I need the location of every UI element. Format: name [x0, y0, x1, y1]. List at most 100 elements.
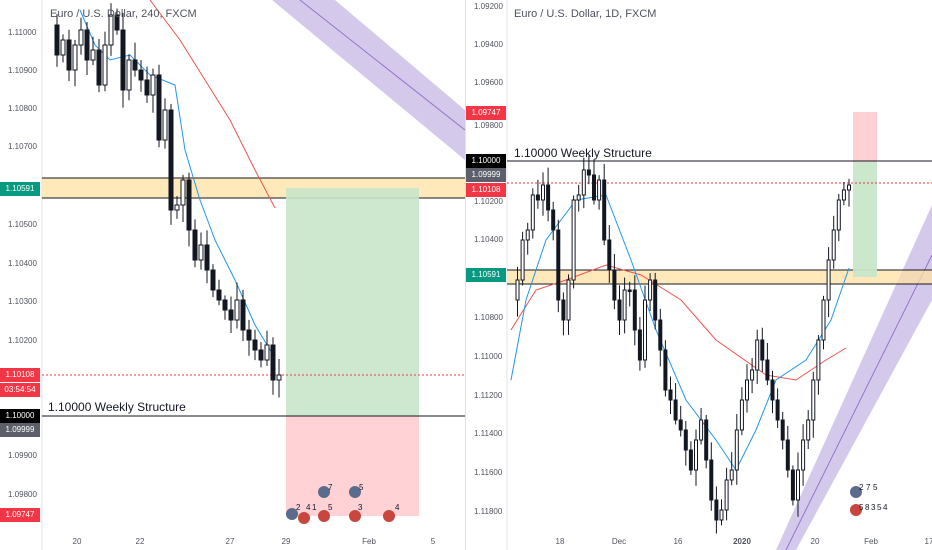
- candle-body: [699, 419, 704, 441]
- candle-body: [632, 289, 637, 331]
- price-tick: 1.09400: [474, 40, 503, 49]
- price-tick: 1.10200: [8, 336, 37, 345]
- candle-body: [132, 59, 138, 71]
- economic-event-icon[interactable]: [349, 486, 361, 498]
- candle-body: [114, 14, 120, 31]
- candle-body: [581, 169, 586, 196]
- candle-body: [597, 179, 602, 201]
- price-tag-stop: 1.09747: [466, 106, 506, 120]
- candle-body: [144, 79, 150, 96]
- time-tick: 29: [281, 537, 291, 546]
- candle-body: [760, 339, 765, 361]
- price-tick: 1.10400: [8, 259, 37, 268]
- candle-body: [816, 339, 821, 381]
- candle-body: [770, 379, 775, 401]
- price-tag-zone: 1.10591: [466, 268, 506, 282]
- candle-body: [678, 419, 683, 431]
- economic-event-icon[interactable]: [286, 508, 298, 520]
- price-tick: 1.11800: [474, 507, 503, 516]
- candle-body: [576, 194, 581, 201]
- candle-body: [724, 479, 729, 511]
- candle-body: [138, 69, 144, 81]
- candle-body: [276, 374, 282, 381]
- candle-body: [592, 174, 596, 201]
- bar-countdown-tag: 03:54:54: [0, 383, 40, 397]
- event-count: 5: [873, 483, 878, 492]
- price-tick: 1.10900: [8, 66, 37, 75]
- target-zone: [853, 162, 877, 277]
- candle-body: [775, 399, 780, 421]
- chart-canvas-4h[interactable]: [0, 0, 465, 550]
- time-tick: Feb: [864, 537, 878, 546]
- event-count: 5: [877, 503, 882, 512]
- candle-body: [821, 299, 826, 341]
- candle-body: [210, 269, 216, 291]
- candle-body: [617, 299, 622, 321]
- economic-event-icon[interactable]: [318, 486, 330, 498]
- candle-body: [541, 184, 545, 201]
- candle-body: [96, 49, 102, 86]
- price-tick: 1.09800: [8, 490, 37, 499]
- candle-body: [673, 399, 678, 421]
- event-count: 5: [859, 503, 864, 512]
- candle-body: [765, 359, 770, 381]
- us-flag-icon[interactable]: [850, 504, 862, 516]
- candle-body: [586, 169, 591, 176]
- economic-event-icon[interactable]: [850, 486, 862, 498]
- time-tick: Dec: [611, 537, 627, 546]
- price-tick: 1.09200: [474, 2, 503, 11]
- candle-body: [204, 244, 210, 271]
- chart-panel-daily[interactable]: Euro / U.S. Dollar, 1D, FXCM 1.09200 1.0…: [466, 0, 932, 550]
- candle-body: [561, 299, 566, 321]
- candle-body: [515, 279, 520, 301]
- stop-zone: [286, 416, 419, 516]
- candle-body: [826, 259, 831, 301]
- candle-body: [186, 179, 192, 231]
- us-flag-icon[interactable]: [318, 510, 330, 522]
- candle-body: [264, 344, 270, 361]
- us-flag-icon[interactable]: [349, 510, 361, 522]
- candle-body: [66, 39, 72, 71]
- candle-body: [750, 369, 755, 381]
- candle-body: [258, 349, 264, 361]
- candle-body: [150, 74, 156, 96]
- candle-body: [156, 74, 162, 141]
- candle-body: [84, 29, 90, 61]
- candle-body: [663, 349, 668, 391]
- candle-body: [811, 379, 816, 421]
- candle-body: [228, 309, 234, 321]
- candle-body: [60, 39, 66, 56]
- us-flag-icon[interactable]: [298, 512, 310, 524]
- candle-body: [704, 419, 709, 461]
- price-tick: 1.09900: [8, 451, 37, 460]
- time-tick: 5: [430, 537, 436, 546]
- candle-body: [739, 399, 744, 431]
- candle-body: [566, 279, 571, 321]
- event-count: 8: [865, 503, 870, 512]
- channel-midline: [299, 0, 465, 131]
- candle-body: [694, 439, 698, 471]
- us-flag-icon[interactable]: [383, 510, 395, 522]
- candle-body: [240, 299, 246, 331]
- candle-body: [683, 429, 688, 451]
- candle-body: [556, 229, 561, 301]
- candle-body: [270, 344, 276, 381]
- ema-fast-line: [510, 194, 850, 471]
- candle-body: [612, 269, 617, 301]
- time-tick: 22: [135, 537, 145, 546]
- chart-panel-4h[interactable]: Euro / U.S. Dollar, 240, FXCM 1.11000 1.…: [0, 0, 466, 550]
- candle-body: [648, 279, 653, 301]
- price-channel: [776, 205, 932, 550]
- candle-body: [780, 419, 785, 441]
- event-count: 7: [866, 483, 871, 492]
- price-tick: 1.10300: [8, 297, 37, 306]
- candle-body: [714, 499, 719, 521]
- price-tick: 1.11000: [8, 28, 37, 37]
- candle-body: [785, 439, 790, 471]
- candle-body: [688, 449, 693, 471]
- candle-body: [755, 339, 760, 371]
- time-tick: 2020: [733, 537, 751, 546]
- chart-canvas-daily[interactable]: [466, 0, 932, 550]
- price-tag-stop: 1.09747: [0, 508, 40, 522]
- candle-body: [216, 289, 222, 301]
